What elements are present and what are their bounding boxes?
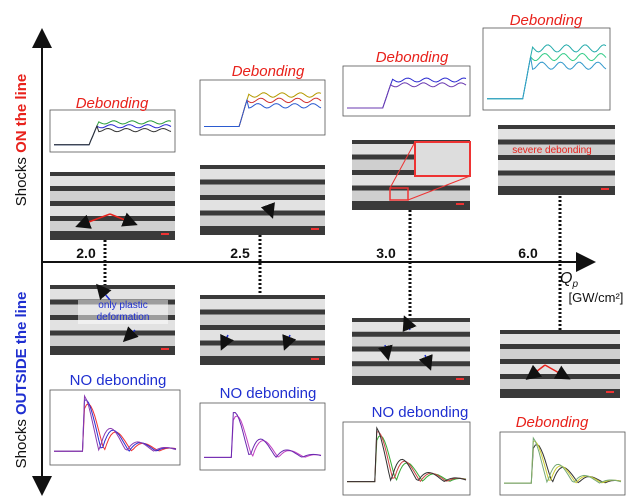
annotation: severe debonding: [512, 145, 592, 156]
fiber-layer: [50, 221, 175, 231]
subscript: p: [571, 279, 578, 290]
fiber-layer: [200, 314, 325, 325]
inset: [414, 141, 471, 177]
tick-label: 2.5: [230, 245, 250, 261]
label-emphasis: ON the line: [13, 74, 30, 153]
fiber-layer: [200, 200, 325, 211]
plot-frame: [499, 431, 626, 496]
plot-curve: [54, 124, 172, 146]
scale-bar: [606, 391, 614, 393]
pointer: [544, 364, 571, 380]
fiber-layer: [352, 351, 470, 362]
tick-label: 3.0: [376, 245, 396, 261]
label-prefix: Shocks: [13, 153, 30, 206]
fiber-layer: [200, 330, 325, 341]
panel-label: NO debonding: [70, 372, 167, 389]
pointer: [525, 364, 546, 380]
fiber-layer: [498, 144, 615, 155]
plot-frame: [482, 27, 611, 111]
fiber-layer: [352, 336, 470, 347]
fiber-layer: [352, 159, 470, 170]
fiber-layer: [500, 379, 620, 389]
scale-bar: [161, 233, 169, 235]
fiber-layer: [50, 289, 175, 300]
panel-label: Debonding: [232, 63, 305, 80]
fiber-layer: [50, 320, 175, 331]
panel-label: NO debonding: [372, 404, 469, 421]
fiber-layer: [200, 299, 325, 310]
pointer: [402, 315, 417, 332]
fiber-layer: [200, 345, 325, 356]
tick-label: 2.0: [76, 245, 96, 261]
panel-label: NO debonding: [220, 385, 317, 402]
inset-link: [389, 141, 416, 189]
plot-curve: [54, 394, 177, 452]
plot-curve: [504, 436, 622, 484]
fiber-layer: [352, 366, 470, 376]
pointer: [75, 213, 111, 229]
panel-label: Debonding: [516, 414, 589, 431]
illustrations: [49, 27, 626, 496]
plot-frame: [342, 421, 471, 496]
pointer: [260, 202, 275, 219]
plot-frame: [49, 389, 181, 466]
x-axis-unit: [GW/cm²]: [569, 290, 624, 305]
pointer: [220, 333, 234, 351]
scale-bar: [161, 348, 169, 350]
fiber-layer: [200, 184, 325, 195]
plot-curve: [204, 411, 322, 458]
label-emphasis: OUTSIDE the line: [13, 292, 30, 415]
plot-frame: [199, 402, 326, 471]
fiber-layer: [500, 334, 620, 344]
annotation: only plastic deformation: [78, 300, 168, 324]
fiber-layer: [498, 175, 615, 186]
fiber-layer: [50, 176, 175, 186]
fiber-layer: [352, 322, 470, 332]
annotation-box: only plastic deformation: [78, 300, 168, 324]
pointer: [282, 334, 297, 351]
symbol: Q: [560, 270, 572, 287]
inset-box: [389, 187, 409, 201]
pointer: [377, 344, 393, 361]
scale-bar: [311, 228, 319, 230]
x-axis-symbol: Qp: [560, 270, 578, 290]
fiber-layer: [498, 160, 615, 171]
fiber-layer: [50, 206, 175, 216]
scale-bar: [456, 203, 464, 205]
fiber-layer: [352, 190, 470, 201]
plot-curve: [347, 82, 467, 109]
fiber-layer: [200, 215, 325, 226]
scale-bar: [311, 358, 319, 360]
fiber-layer: [200, 169, 325, 180]
fiber-layer: [500, 349, 620, 359]
plot-curve: [487, 56, 607, 100]
fiber-layer: [50, 335, 175, 346]
panel-label: Debonding: [510, 12, 583, 29]
scale-bar: [601, 188, 609, 190]
scale-bar: [456, 378, 464, 380]
fiber-layer: [352, 175, 470, 186]
fiber-layer: [50, 191, 175, 201]
plot-curve: [204, 98, 322, 127]
label-prefix: Shocks: [13, 415, 30, 468]
pointer: [418, 354, 433, 371]
bottom-axis-label: Shocks OUTSIDE the line: [13, 292, 30, 469]
pointer: [109, 212, 138, 227]
fiber-layer: [498, 129, 615, 140]
panel-label: Debonding: [76, 95, 149, 112]
plot-curve: [347, 426, 467, 483]
pointer: [122, 326, 139, 343]
inset-link: [407, 175, 471, 201]
pointer: [96, 283, 112, 301]
panel-label: Debonding: [376, 49, 449, 66]
fiber-layer: [500, 364, 620, 374]
tick-label: 6.0: [518, 245, 538, 261]
top-axis-label: Shocks ON the line: [13, 74, 30, 207]
